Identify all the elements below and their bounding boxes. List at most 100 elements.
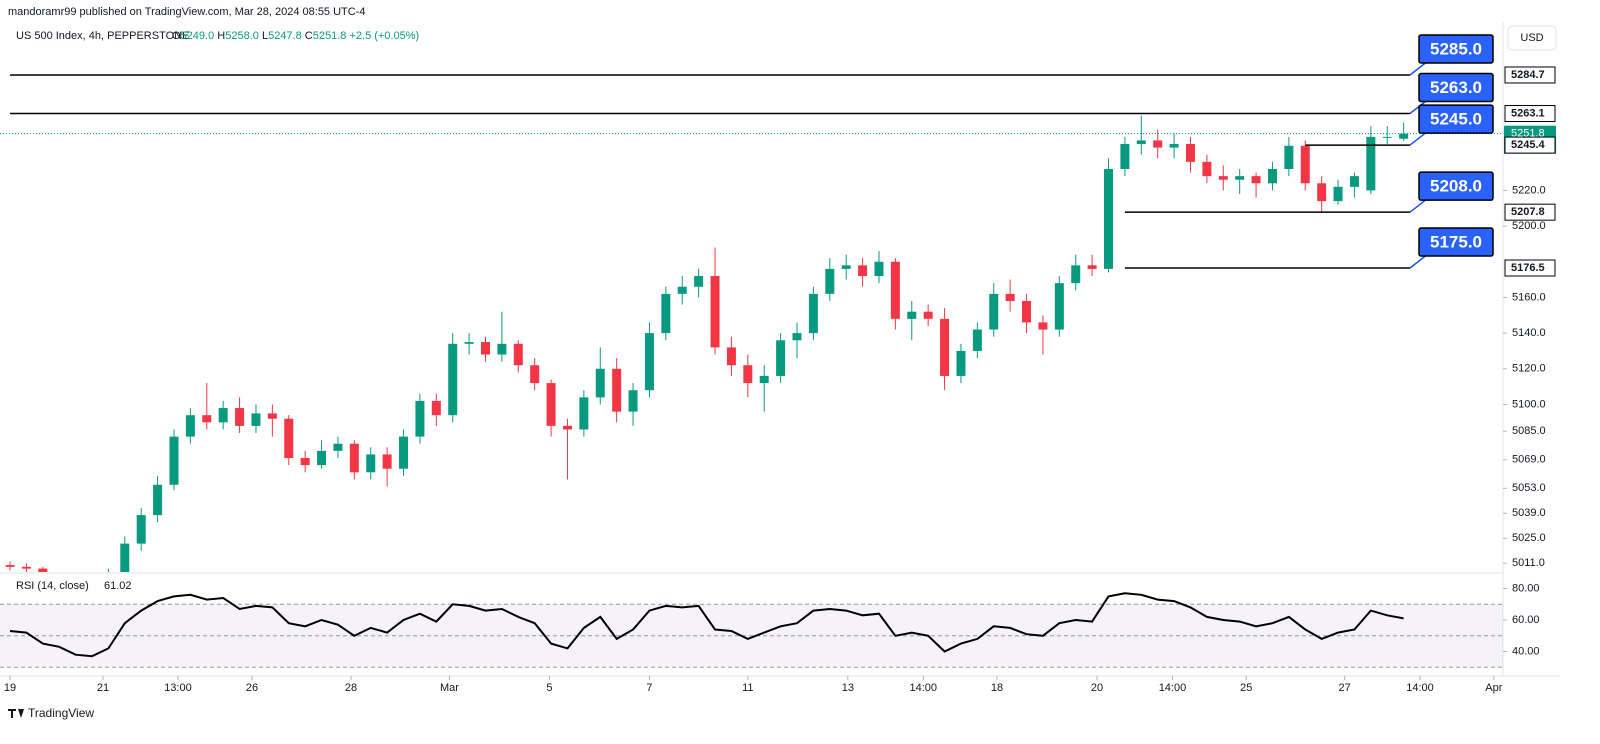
x-tick-label: 20 (1091, 682, 1103, 694)
candle-body (349, 443, 359, 473)
y-tick-label: 5053.0 (1512, 482, 1546, 494)
x-tick-label: 19 (4, 682, 16, 694)
candle-body (251, 413, 261, 426)
candle-body (661, 293, 671, 334)
currency-box[interactable] (1507, 25, 1557, 51)
ohlc-value: 5251.8 (313, 30, 347, 42)
level-label: 5207.8 (1511, 206, 1545, 218)
candle-body (1087, 265, 1097, 269)
y-tick-label: 5069.0 (1512, 454, 1546, 466)
candle-body (366, 454, 376, 473)
level-label: 5245.4 (1511, 139, 1546, 151)
candle-body (1071, 265, 1081, 284)
candle-body (1399, 133, 1409, 139)
x-tick-label: Apr (1485, 682, 1502, 694)
ohlc-key: C (305, 30, 313, 42)
candle-body (218, 408, 228, 423)
x-tick-label: 14:00 (909, 682, 937, 694)
candle-body (1366, 136, 1376, 191)
y-tick-label: 5085.0 (1512, 425, 1546, 437)
candle-body (480, 342, 490, 355)
y-tick-label: 5120.0 (1512, 363, 1546, 375)
y-tick-label: 5011.0 (1512, 557, 1545, 569)
candle-body (235, 408, 245, 426)
watermark: TradingView (28, 706, 94, 720)
candle-body (185, 415, 195, 437)
candle-body (1235, 176, 1245, 180)
y-tick-label: 5220.0 (1512, 184, 1546, 196)
candle-body (267, 413, 277, 419)
rsi-line (9, 592, 1404, 658)
y-tick-label: 5140.0 (1512, 327, 1546, 339)
candle-body (1300, 145, 1310, 184)
x-tick-label: 26 (246, 682, 258, 694)
callout-label: 5245.0 (1430, 110, 1482, 129)
candle-body (448, 343, 458, 416)
candle-body (923, 311, 933, 319)
candle-body (88, 588, 97, 592)
candle-body (710, 276, 720, 348)
callout-box (1418, 34, 1494, 64)
level-tag (1504, 203, 1556, 221)
candle-body (940, 318, 950, 376)
ohlc-key: H (217, 30, 225, 42)
candle-body (497, 343, 507, 355)
x-tick-label: 13 (842, 682, 854, 694)
candle-body (644, 333, 654, 391)
candle-body (1349, 176, 1359, 187)
candle-body (1267, 168, 1277, 184)
ohlc-value: 5247.8 (268, 30, 302, 42)
candle-body (1284, 145, 1294, 169)
level-label: 5284.7 (1511, 69, 1545, 81)
x-tick-label: 28 (345, 682, 357, 694)
y-tick-label: 5160.0 (1512, 291, 1546, 303)
candle-body (1185, 144, 1195, 162)
x-tick-label: 13:00 (164, 682, 192, 694)
candle-body (907, 311, 917, 319)
logo (8, 709, 24, 718)
candle-body (1169, 144, 1179, 148)
candle-body (726, 347, 736, 366)
last-price-label: 5251.8 (1511, 128, 1545, 140)
candle-body (595, 368, 605, 398)
candle-body (628, 390, 638, 412)
candle-body (579, 397, 589, 430)
published-line: mandoramr99 published on TradingView.com… (8, 6, 366, 18)
x-tick-label: 14:00 (1406, 682, 1434, 694)
ohlc-value: 5249.0 (181, 30, 215, 42)
ohlc-key: O (172, 30, 181, 42)
candle-body (546, 383, 556, 426)
rsi-y-tick-label: 80.00 (1512, 582, 1540, 594)
candle-body (71, 592, 80, 597)
x-tick-label: 11 (742, 682, 753, 694)
y-tick-label: 5039.0 (1512, 507, 1546, 519)
candle-body (284, 418, 294, 459)
candle-body (464, 342, 474, 344)
candle-body (431, 400, 441, 416)
candle-body (808, 293, 818, 334)
candle-body (202, 415, 212, 423)
callout-box (1418, 227, 1494, 257)
level-label: 5176.5 (1511, 262, 1545, 274)
candle-body (513, 343, 523, 366)
x-tick-label: 25 (1240, 682, 1252, 694)
candle-body (825, 268, 835, 294)
candle-body (530, 365, 540, 384)
callout-box (1418, 104, 1494, 134)
candle-body (153, 484, 163, 516)
level-tag (1504, 105, 1556, 123)
candle-body (743, 365, 753, 384)
candle-body (1317, 183, 1327, 202)
currency[interactable]: USD (1520, 32, 1543, 44)
candle-body (382, 454, 392, 469)
level-label: 5263.1 (1511, 107, 1545, 119)
callout-box (1418, 171, 1494, 201)
candle-body (677, 286, 687, 294)
candle-body (612, 368, 622, 412)
candle-body (1218, 176, 1228, 180)
candle-body (333, 443, 343, 451)
candle-body (759, 375, 769, 384)
candle-body (776, 340, 786, 376)
rsi-last-value: 61.02 (104, 580, 132, 592)
